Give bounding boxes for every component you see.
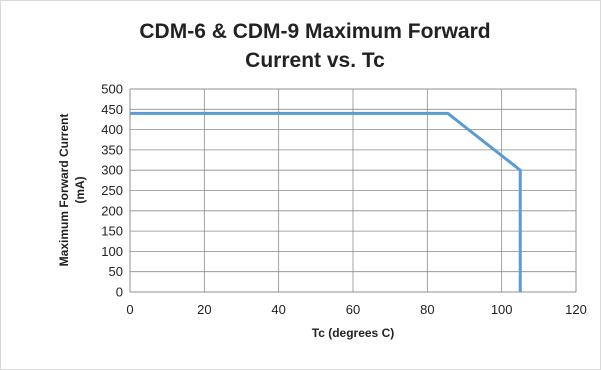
x-tick-label: 0 — [126, 302, 133, 317]
y-tick-label: 350 — [101, 142, 123, 157]
plot-area — [129, 88, 577, 293]
y-axis-label-line-2: (mA) — [73, 176, 87, 203]
gridlines — [129, 88, 577, 293]
y-tick-label: 300 — [101, 163, 123, 178]
chart-title-line-1: CDM-6 & CDM-9 Maximum Forward — [139, 20, 490, 43]
y-tick-label: 450 — [101, 102, 123, 117]
plot-border — [129, 88, 577, 293]
y-tick-label: 500 — [101, 82, 123, 97]
y-tick-label: 150 — [101, 224, 123, 239]
y-tick-label: 50 — [109, 264, 123, 279]
y-tick-label: 0 — [116, 285, 123, 300]
series — [130, 111, 522, 292]
x-tick-label: 80 — [420, 302, 434, 317]
x-axis-ticks: 0 20 40 60 80 100 120 — [126, 302, 586, 317]
x-tick-label: 100 — [491, 302, 513, 317]
y-tick-label: 400 — [101, 122, 123, 137]
y-tick-label: 250 — [101, 183, 123, 198]
y-tick-label: 100 — [101, 244, 123, 259]
x-tick-label: 120 — [565, 302, 587, 317]
y-axis-ticks: 0 50 100 150 200 250 300 350 400 450 500 — [101, 82, 123, 300]
x-tick-label: 20 — [197, 302, 211, 317]
series-line — [130, 111, 522, 292]
x-axis-label: Tc (degrees C) — [312, 326, 394, 340]
chart-title: CDM-6 & CDM-9 Maximum Forward Current vs… — [139, 20, 490, 72]
x-tick-label: 60 — [346, 302, 360, 317]
y-axis-label-line-1: Maximum Forward Current — [57, 114, 71, 267]
y-tick-label: 200 — [101, 203, 123, 218]
y-axis-label: Maximum Forward Current (mA) — [57, 114, 87, 267]
x-tick-label: 40 — [271, 302, 285, 317]
chart-title-line-2: Current vs. Tc — [245, 49, 385, 72]
